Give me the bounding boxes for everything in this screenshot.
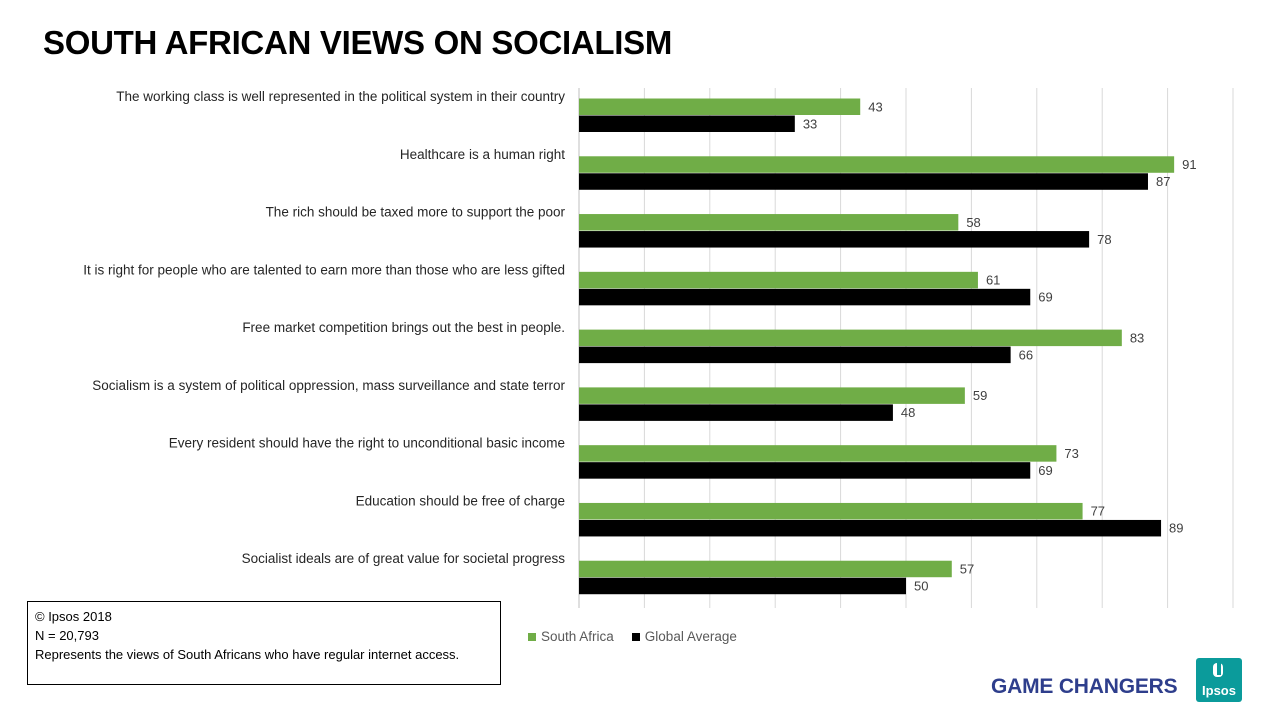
- category-label: The rich should be taxed more to support…: [266, 205, 566, 220]
- note-sample-size: N = 20,793: [35, 628, 99, 643]
- value-label-global-average: 69: [1038, 290, 1052, 305]
- bars: [579, 98, 1175, 595]
- category-label: Socialism is a system of political oppre…: [92, 378, 565, 393]
- note-copyright: © Ipsos 2018: [35, 609, 112, 624]
- bar-south-africa: [579, 502, 1083, 520]
- value-label-south-africa: 58: [966, 215, 980, 230]
- category-label: The working class is well represented in…: [116, 89, 565, 104]
- bar-global-average: [579, 404, 893, 421]
- ipsos-logo-text: Ipsos: [1202, 683, 1236, 698]
- value-label-south-africa: 59: [973, 388, 987, 403]
- bar-global-average: [579, 231, 1090, 248]
- legend-label-south-africa: South Africa: [541, 629, 614, 644]
- value-label-south-africa: 83: [1130, 330, 1144, 345]
- category-label: Education should be free of charge: [356, 493, 565, 508]
- source-note: © Ipsos 2018 N = 20,793 Represents the v…: [27, 601, 501, 685]
- bar-south-africa: [579, 387, 965, 404]
- value-label-global-average: 89: [1169, 521, 1183, 536]
- value-label-south-africa: 57: [960, 561, 974, 576]
- category-label: Every resident should have the right to …: [169, 436, 565, 451]
- category-label: Free market competition brings out the b…: [242, 320, 565, 335]
- legend-swatch-global-average: [631, 632, 640, 641]
- page-title: SOUTH AFRICAN VIEWS ON SOCIALISM: [43, 24, 673, 61]
- bar-global-average: [579, 115, 795, 132]
- bar-global-average: [579, 173, 1148, 190]
- bar-global-average: [579, 288, 1031, 306]
- value-label-global-average: 87: [1156, 174, 1170, 189]
- legend-label-global-average: Global Average: [644, 629, 737, 644]
- bar-global-average: [579, 577, 906, 595]
- value-label-global-average: 33: [803, 116, 817, 131]
- bar-south-africa: [579, 271, 978, 289]
- value-label-south-africa: 73: [1064, 446, 1078, 461]
- bar-global-average: [579, 346, 1011, 364]
- bar-south-africa: [579, 156, 1175, 173]
- value-label-global-average: 48: [901, 405, 915, 420]
- ipsos-logo: Ipsos: [1196, 658, 1242, 702]
- value-label-global-average: 69: [1038, 463, 1052, 478]
- value-label-global-average: 78: [1097, 232, 1111, 247]
- bar-global-average: [579, 462, 1031, 479]
- bar-south-africa: [579, 98, 861, 115]
- value-label-global-average: 50: [914, 578, 928, 593]
- legend-item-global-average: Global Average: [631, 629, 737, 644]
- note-description: Represents the views of South Africans w…: [35, 647, 460, 662]
- bar-south-africa: [579, 560, 952, 578]
- bar-south-africa: [579, 445, 1057, 462]
- value-label-south-africa: 77: [1091, 504, 1105, 519]
- ipsos-logo-mark: [1213, 661, 1223, 677]
- value-label-south-africa: 61: [986, 273, 1000, 288]
- legend: South Africa Global Average: [528, 629, 737, 644]
- game-changers-tagline: GAME CHANGERS: [991, 675, 1178, 698]
- legend-swatch-south-africa: [528, 632, 536, 641]
- category-label: Healthcare is a human right: [400, 147, 565, 162]
- bar-south-africa: [579, 329, 1122, 347]
- legend-item-south-africa: South Africa: [528, 629, 614, 644]
- bar-south-africa: [579, 214, 959, 231]
- value-label-south-africa: 43: [868, 99, 882, 114]
- category-label: Socialist ideals are of great value for …: [242, 551, 566, 566]
- category-label: It is right for people who are talented …: [83, 262, 565, 277]
- labels: The working class is well represented in…: [83, 89, 1196, 593]
- value-label-global-average: 66: [1019, 347, 1033, 362]
- bar-global-average: [579, 519, 1162, 537]
- value-label-south-africa: 91: [1182, 157, 1196, 172]
